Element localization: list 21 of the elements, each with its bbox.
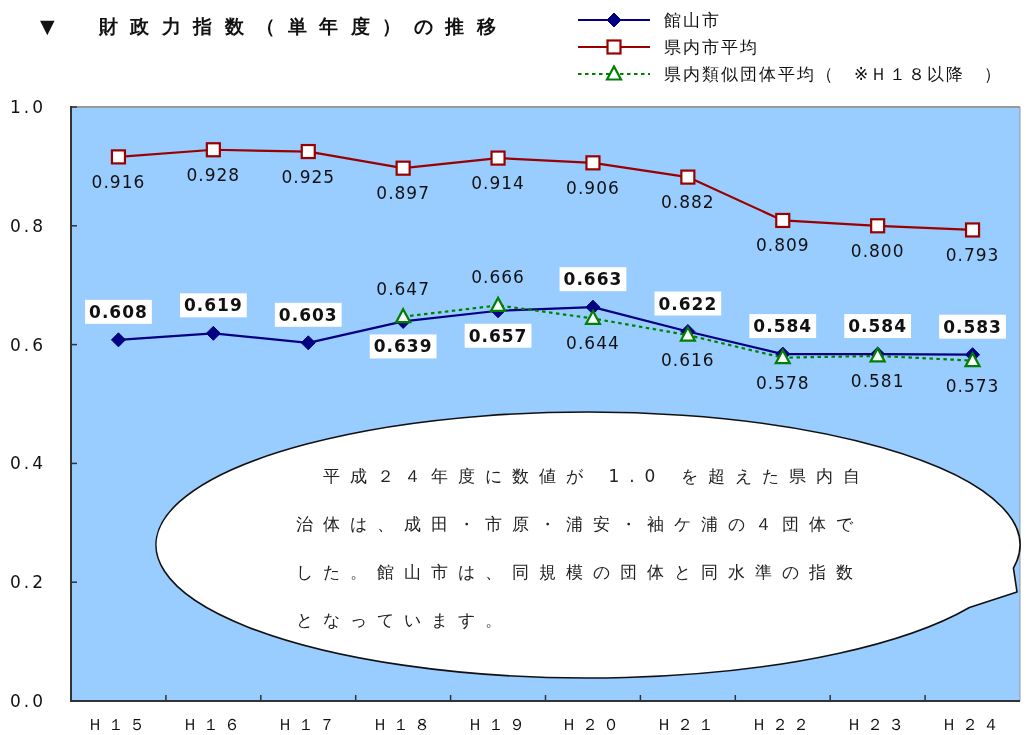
x-tick-label: Ｈ１６ (181, 714, 245, 734)
y-tick-label: 0.0 (9, 691, 46, 711)
x-tick-label: Ｈ１５ (86, 714, 150, 734)
x-tick-label: Ｈ２１ (656, 714, 720, 734)
y-tick-label: 0.2 (9, 572, 46, 593)
x-tick-label: Ｈ１７ (276, 714, 340, 734)
y-tick-label: 0.6 (9, 334, 46, 355)
annotation: 平成２４年度に数値が 1.0 を超えた県内自治体は、成田・市原・浦安・袖ケ浦の４団体でした。館山市は、同規模の団体と同水準の指数となっています。 (296, 465, 871, 632)
legend-label: 県内類似団体平均（ ※Ｈ１８以降 ） (664, 64, 1004, 84)
legend-label: 館山市 (664, 10, 721, 30)
y-tick-label: 1.0 (9, 97, 46, 117)
x-tick-label: Ｈ１９ (466, 714, 530, 734)
x-tick-label: Ｈ１８ (371, 714, 435, 734)
x-tick-label: Ｈ２０ (561, 714, 625, 734)
y-tick-label: 0.4 (9, 453, 46, 474)
y-tick-label: 0.8 (9, 215, 46, 236)
x-tick-label: Ｈ２４ (941, 714, 1005, 734)
legend-label: 県内市平均 (664, 37, 759, 57)
x-tick-label: Ｈ２２ (751, 714, 815, 734)
x-tick-label: Ｈ２３ (846, 714, 910, 734)
chart-title: ▼ 財政力指数（単年度）の推移 (40, 15, 509, 37)
